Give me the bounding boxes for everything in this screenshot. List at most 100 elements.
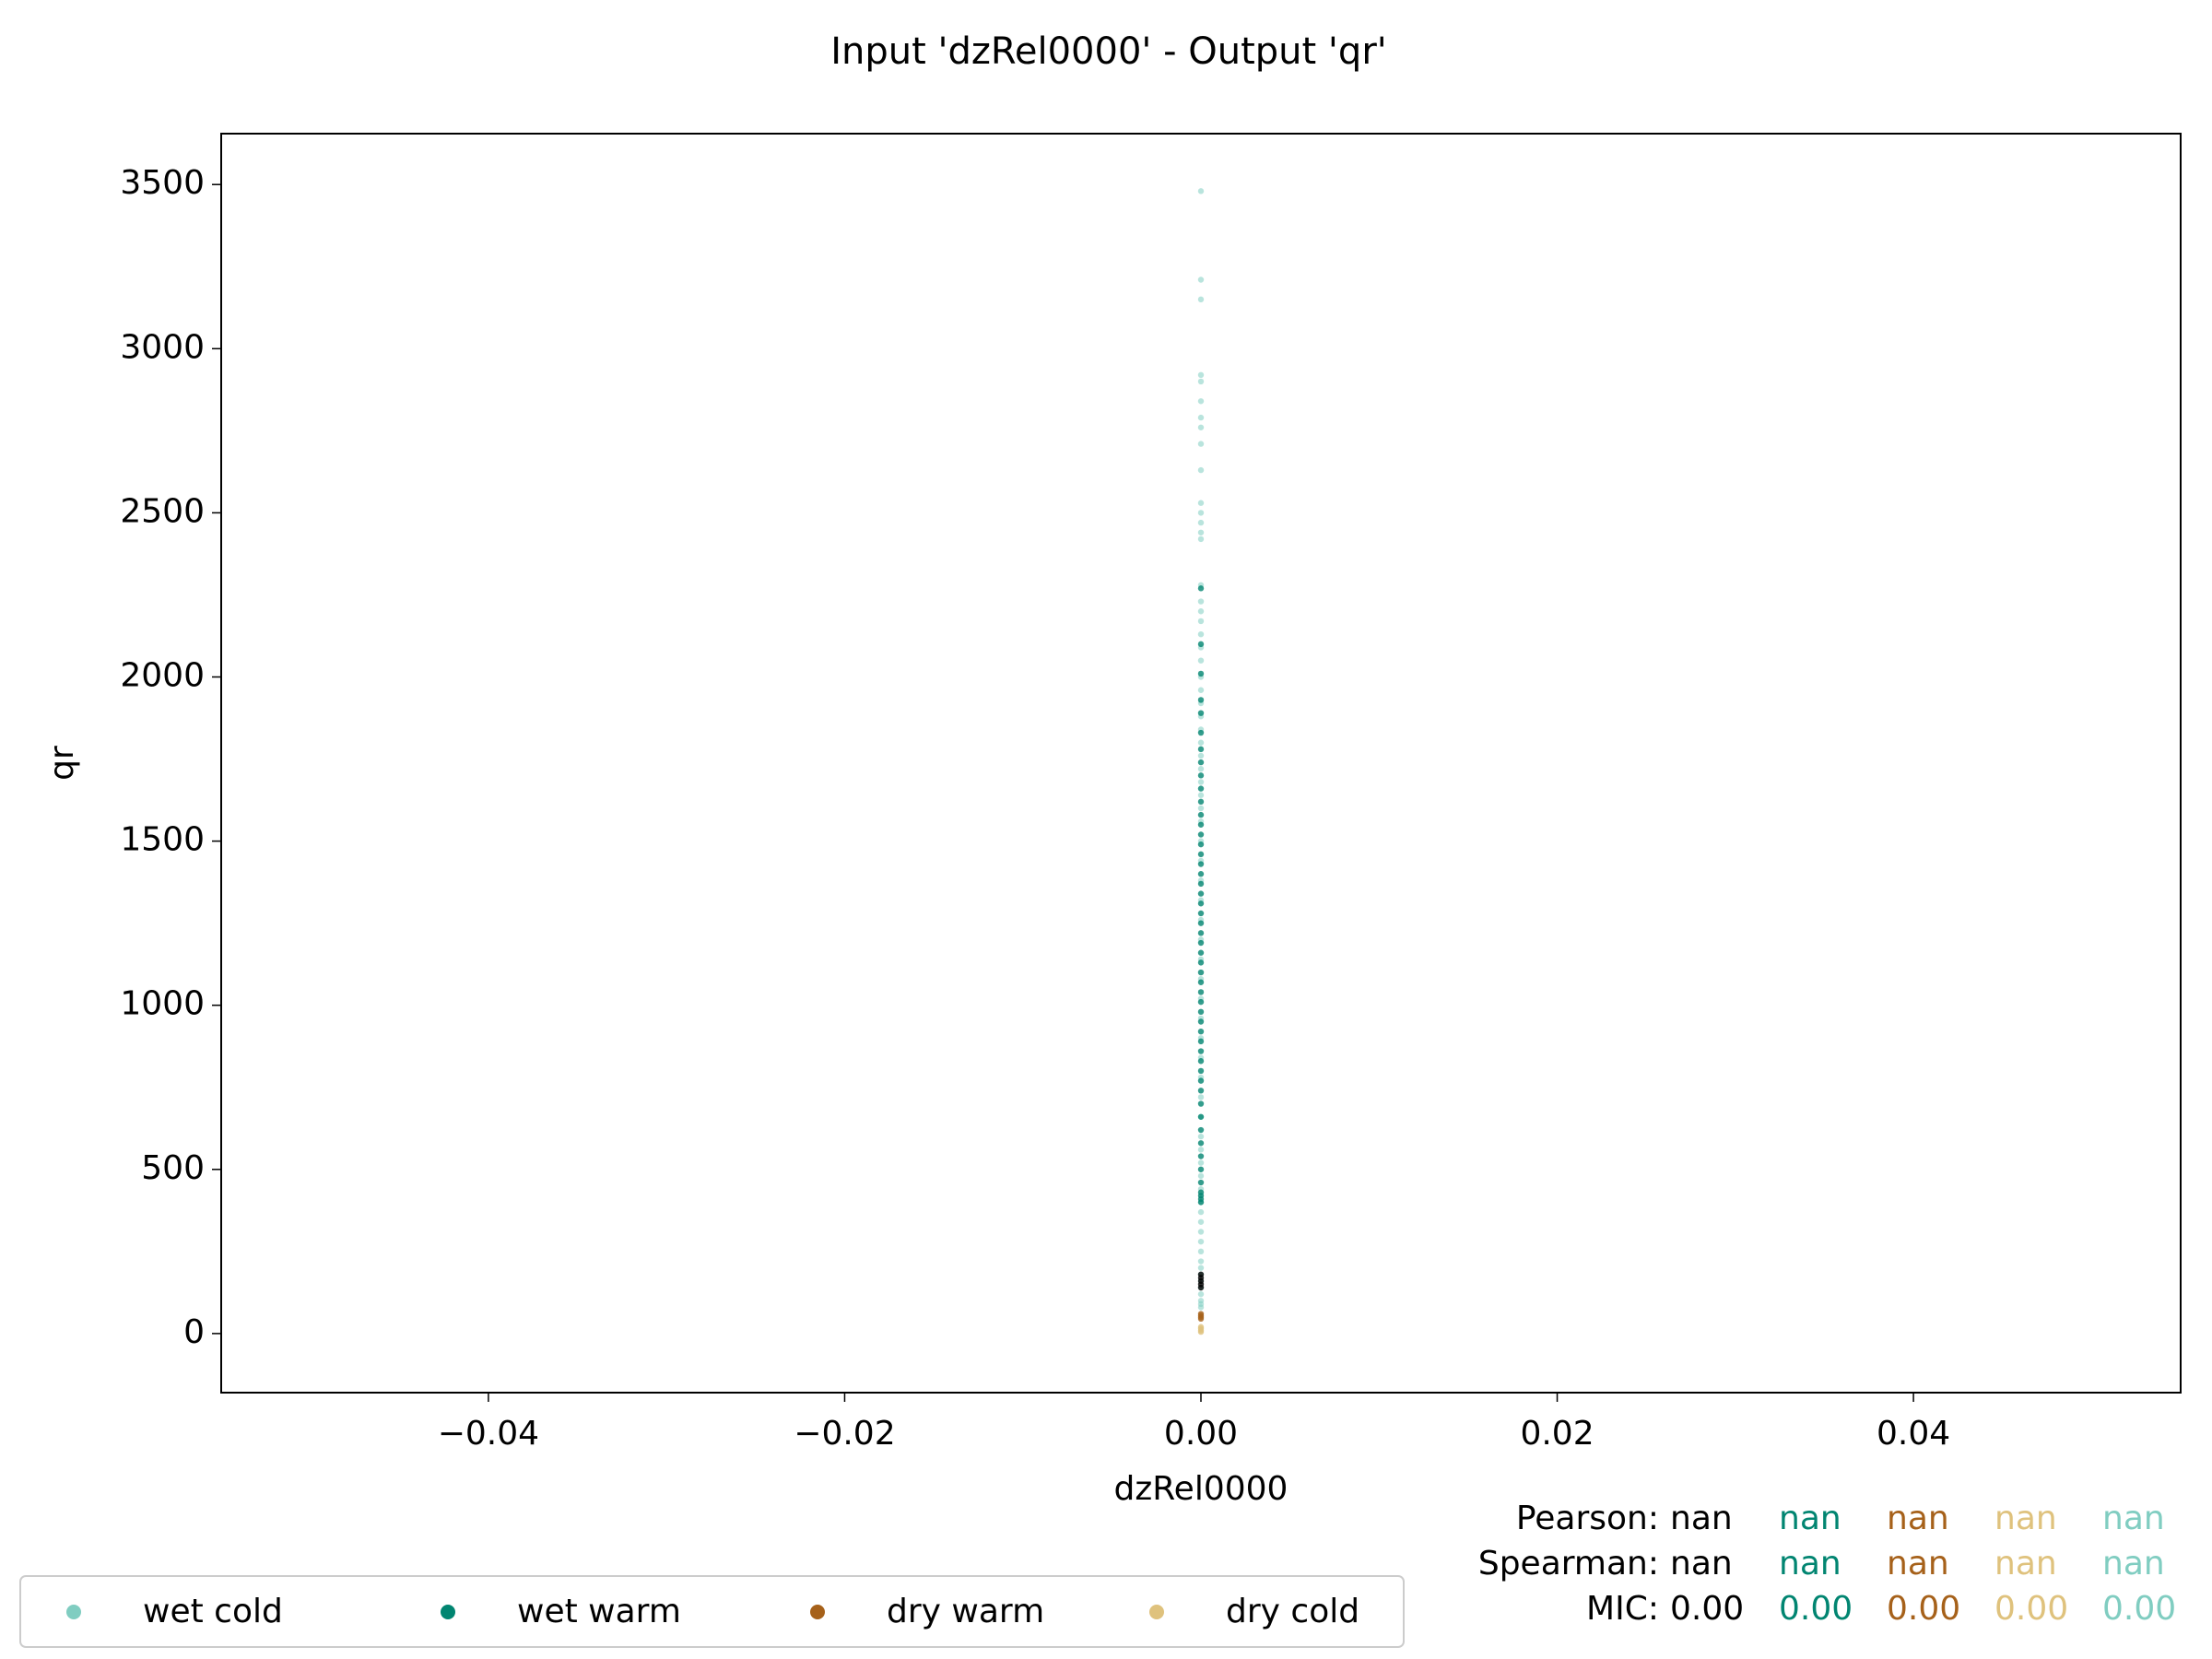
data-point xyxy=(1197,1113,1205,1120)
data-point xyxy=(1197,1159,1205,1166)
data-point xyxy=(1197,296,1205,303)
data-point xyxy=(1197,1126,1205,1134)
y-tick-label: 2500 xyxy=(120,492,205,530)
data-point xyxy=(1197,729,1205,736)
data-point xyxy=(1197,188,1205,194)
stat-value: 0.00 xyxy=(2102,1590,2176,1628)
data-point xyxy=(1197,1265,1205,1271)
data-point xyxy=(1197,630,1205,638)
x-axis-label: dzRel0000 xyxy=(1114,1470,1288,1508)
data-point xyxy=(1197,519,1205,526)
stat-label: MIC: xyxy=(1586,1590,1659,1628)
data-point xyxy=(1197,500,1205,506)
data-point xyxy=(1197,998,1205,1006)
data-point xyxy=(1197,441,1205,447)
legend-marker xyxy=(1149,1605,1164,1619)
stat-value: nan xyxy=(1887,1500,1949,1537)
legend-marker xyxy=(66,1605,81,1619)
stat-value: nan xyxy=(2102,1545,2165,1583)
data-point xyxy=(1197,414,1205,421)
legend-label: dry warm xyxy=(887,1593,1044,1630)
data-point xyxy=(1197,598,1205,605)
data-point xyxy=(1197,1208,1205,1216)
data-point xyxy=(1197,1229,1205,1235)
data-point xyxy=(1197,851,1205,858)
data-point xyxy=(1197,1100,1205,1107)
y-tick-label: 1000 xyxy=(120,985,205,1023)
data-point xyxy=(1197,371,1205,379)
y-tick-label: 500 xyxy=(141,1149,205,1187)
data-point xyxy=(1197,1133,1205,1140)
data-point xyxy=(1197,710,1205,716)
legend-marker xyxy=(441,1605,455,1619)
data-point xyxy=(1197,687,1205,693)
data-point xyxy=(1197,752,1205,759)
data-point xyxy=(1197,1238,1205,1245)
data-point xyxy=(1197,759,1205,766)
data-point xyxy=(1197,1077,1205,1084)
data-point xyxy=(1197,1094,1205,1100)
data-point xyxy=(1197,378,1205,385)
data-point xyxy=(1197,811,1205,818)
data-point xyxy=(1197,1008,1205,1016)
y-tick-label: 3500 xyxy=(120,164,205,202)
data-point xyxy=(1197,657,1205,664)
legend-label: dry cold xyxy=(1226,1593,1359,1630)
data-point xyxy=(1197,900,1205,907)
data-point xyxy=(1197,1218,1205,1225)
stat-value: nan xyxy=(1994,1545,2057,1583)
data-point xyxy=(1197,608,1205,615)
stat-value: nan xyxy=(2102,1500,2165,1537)
stat-label: Spearman: xyxy=(1478,1545,1659,1583)
data-point xyxy=(1197,1328,1205,1335)
stat-value: nan xyxy=(1670,1545,1733,1583)
data-point xyxy=(1197,641,1205,648)
data-point xyxy=(1197,535,1205,543)
data-point xyxy=(1197,618,1205,625)
data-point xyxy=(1197,466,1205,474)
data-point xyxy=(1197,670,1205,677)
data-point xyxy=(1197,424,1205,430)
data-point xyxy=(1197,930,1205,936)
data-point xyxy=(1197,746,1205,753)
data-point xyxy=(1197,1199,1205,1206)
data-point xyxy=(1197,1018,1205,1025)
stat-value: nan xyxy=(1670,1500,1733,1537)
data-point xyxy=(1197,821,1205,828)
data-point xyxy=(1197,1088,1205,1094)
data-point xyxy=(1197,989,1205,995)
data-point xyxy=(1197,1172,1205,1180)
data-point xyxy=(1197,959,1205,966)
data-point xyxy=(1197,697,1205,703)
data-point xyxy=(1197,1315,1205,1323)
y-tick-label: 3000 xyxy=(120,328,205,366)
x-tick-label: −0.04 xyxy=(438,1415,539,1453)
data-point xyxy=(1197,880,1205,888)
data-point xyxy=(1197,920,1205,926)
data-point xyxy=(1197,779,1205,785)
stat-value: 0.00 xyxy=(1779,1590,1853,1628)
data-point xyxy=(1197,739,1205,746)
data-point xyxy=(1197,841,1205,848)
x-tick-label: 0.02 xyxy=(1520,1415,1594,1453)
data-point xyxy=(1197,831,1205,838)
stat-value: 0.00 xyxy=(1670,1590,1744,1628)
data-point xyxy=(1197,871,1205,877)
y-tick-label: 1500 xyxy=(120,821,205,859)
data-point xyxy=(1197,1284,1205,1291)
data-point xyxy=(1197,861,1205,867)
data-point xyxy=(1197,1304,1205,1311)
data-point xyxy=(1197,1153,1205,1159)
legend-label: wet cold xyxy=(143,1593,283,1630)
data-point xyxy=(1197,785,1205,792)
data-point xyxy=(1197,1067,1205,1075)
data-point xyxy=(1197,1166,1205,1172)
data-point xyxy=(1197,798,1205,806)
legend-label: wet warm xyxy=(517,1593,681,1630)
data-point xyxy=(1197,939,1205,947)
data-point xyxy=(1197,1179,1205,1186)
data-point xyxy=(1197,766,1205,772)
chart-title: Input 'dzRel0000' - Output 'qr' xyxy=(830,30,1387,73)
